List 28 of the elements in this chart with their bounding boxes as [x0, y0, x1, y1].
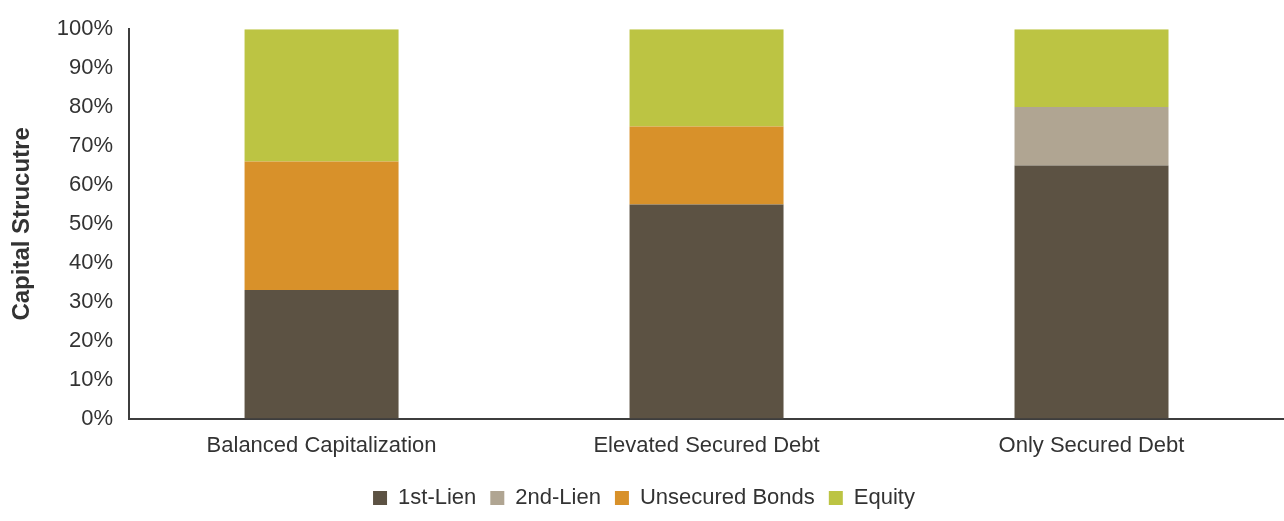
bar: [1014, 107, 1169, 166]
bar: [629, 204, 784, 419]
bar: [1014, 29, 1169, 108]
y-tick-label: 40%: [69, 248, 114, 274]
y-tick-label: 50%: [69, 209, 114, 235]
y-tick-label: 80%: [69, 93, 114, 119]
y-tick-label: 60%: [69, 171, 114, 197]
bar: [629, 126, 784, 205]
x-tick-label: Elevated Secured Debt: [593, 431, 820, 457]
bar: [629, 29, 784, 127]
legend-label: Unsecured Bonds: [639, 484, 815, 510]
y-tick-label: 0%: [81, 404, 114, 430]
legend-label: 1st-Lien: [398, 484, 477, 510]
y-tick-label: 30%: [69, 287, 114, 313]
legend-label: 2nd-Lien: [515, 484, 601, 510]
y-axis-title: Capital Strucutre: [7, 127, 35, 321]
x-tick-label: Balanced Capitalization: [206, 431, 437, 457]
bar: [244, 290, 399, 419]
bar: [244, 29, 399, 162]
y-tick-label: 10%: [69, 365, 114, 391]
y-tick-label: 20%: [69, 326, 114, 352]
bar: [244, 161, 399, 291]
y-tick-label: 90%: [69, 54, 114, 80]
x-tick-label: Only Secured Debt: [998, 431, 1185, 457]
y-tick-label: 100%: [56, 15, 114, 41]
legend-label: Equity: [853, 484, 915, 510]
bar: [1014, 165, 1169, 419]
y-tick-label: 70%: [69, 132, 114, 158]
